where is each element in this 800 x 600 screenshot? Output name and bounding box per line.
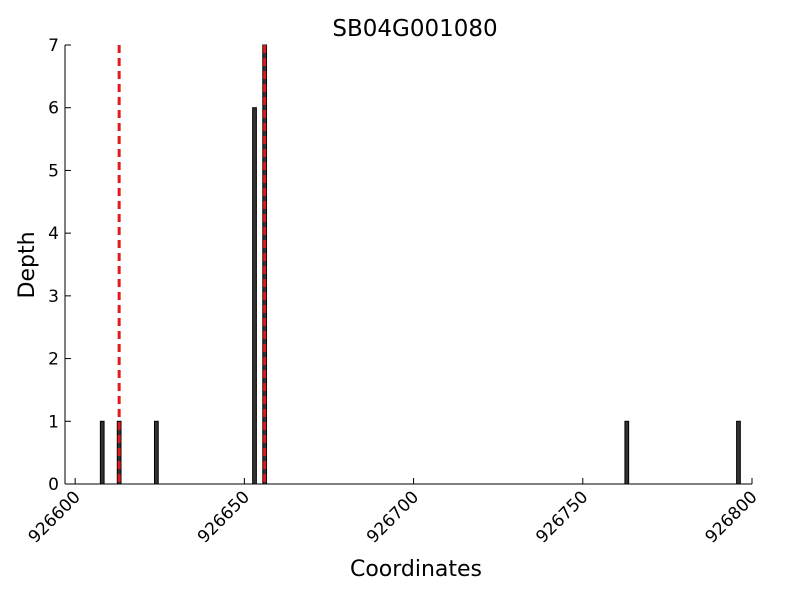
y-tick-label: 0 (48, 475, 59, 495)
bar (736, 420, 741, 485)
x-tick-label: 926700 (363, 487, 423, 547)
x-tick-label: 926800 (701, 487, 761, 547)
y-tick-label: 7 (48, 36, 59, 56)
bar (252, 107, 257, 485)
y-tick-label: 3 (48, 287, 59, 307)
x-tick-label: 926650 (194, 487, 254, 547)
y-tick-label: 5 (48, 161, 59, 181)
bar (99, 420, 105, 485)
x-axis-label: Coordinates (350, 557, 482, 582)
x-tick-label: 926600 (25, 487, 85, 547)
y-tick-label: 1 (48, 412, 59, 432)
y-tick-label: 6 (48, 99, 59, 119)
y-axis-label: Depth (15, 231, 40, 298)
x-tick-label: 926750 (532, 487, 592, 547)
bar (154, 420, 159, 485)
bar (624, 420, 630, 485)
y-tick-label: 2 (48, 350, 59, 370)
y-tick-label: 4 (48, 224, 59, 244)
chart-title: SB04G001080 (332, 16, 497, 42)
